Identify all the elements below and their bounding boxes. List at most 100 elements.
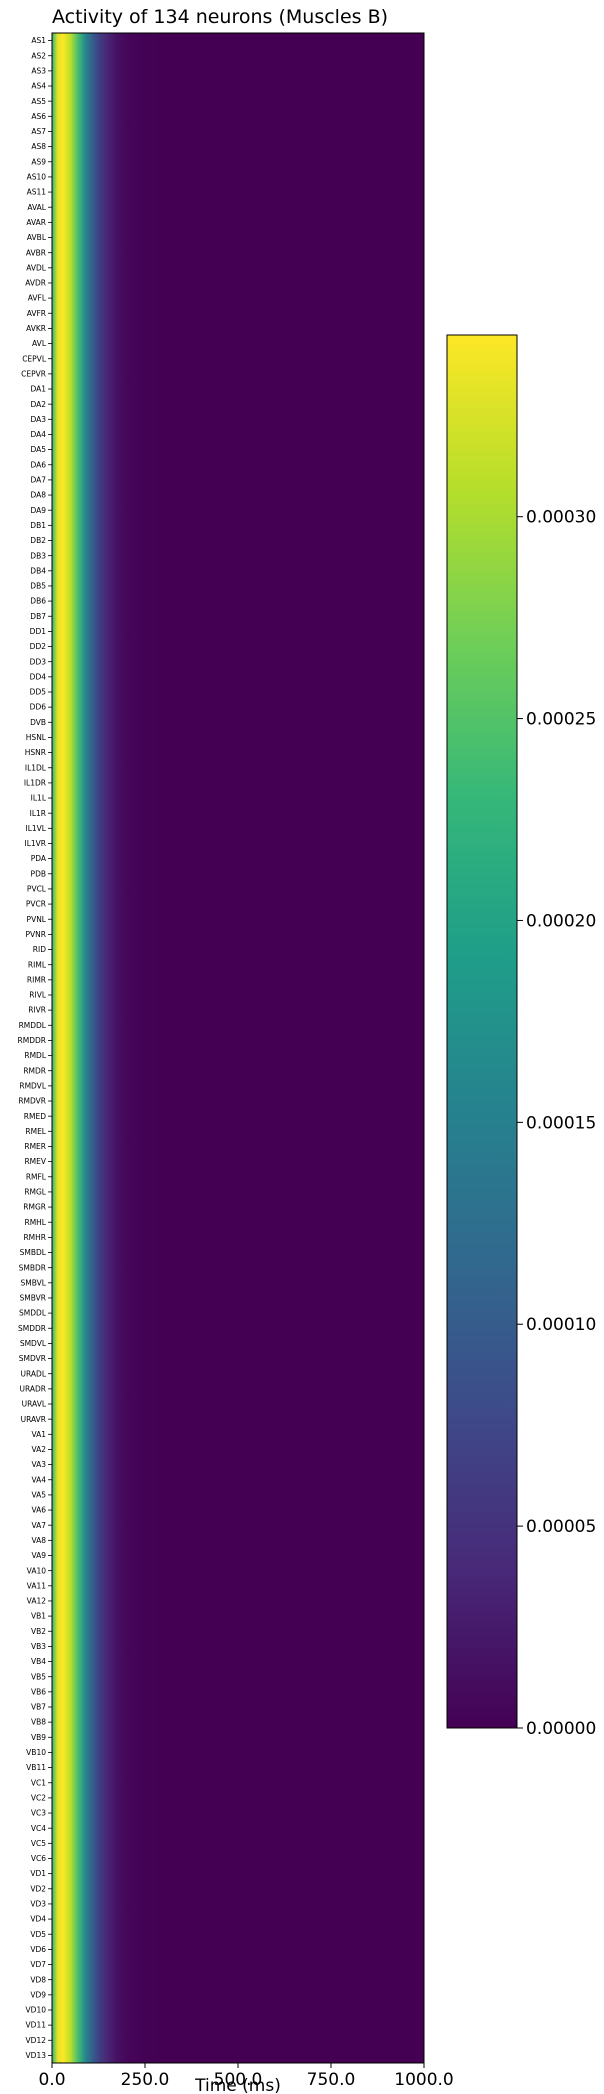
colorbar-ticks: 0.00000 0.00005 0.00010 0.00015 0.00020 0.000…: [517, 508, 596, 1739]
neuron-label: DB1: [30, 521, 46, 530]
heatmap-row: [52, 1412, 424, 1427]
heatmap-row: [52, 1775, 424, 1790]
neuron-label: VB3: [31, 1642, 46, 1651]
neuron-label: VB10: [26, 1748, 46, 1757]
neuron-label: RIML: [28, 960, 47, 969]
heatmap-row: [52, 139, 424, 154]
heatmap-row: [52, 321, 424, 336]
neuron-label: RMDDL: [19, 1021, 47, 1030]
colorbar-gradient: [446, 334, 518, 1729]
colorbar-tick-label: 0.00010: [526, 1315, 596, 1335]
neuron-label: IL1DL: [25, 763, 47, 772]
heatmap-row: [52, 730, 424, 745]
neuron-label: VD1: [30, 1869, 46, 1878]
neuron-label: VA1: [31, 1430, 46, 1439]
heatmap-row: [52, 366, 424, 381]
neuron-label: RIVL: [29, 991, 47, 1000]
heatmap-row: [52, 1351, 424, 1366]
heatmap-row: [52, 2048, 424, 2063]
heatmap-row: [52, 1866, 424, 1881]
heatmap-row: [52, 1366, 424, 1381]
neuron-label: VD3: [30, 1900, 46, 1909]
heatmap-row: [52, 745, 424, 760]
heatmap-row: [52, 669, 424, 684]
neuron-label: VD11: [26, 2021, 47, 2030]
x-tick-label: 250.0: [121, 2070, 170, 2090]
neuron-label: DB2: [30, 536, 46, 545]
neuron-label: VD2: [30, 1884, 46, 1893]
x-axis-label: Time (ms): [194, 2076, 281, 2094]
heatmap-row: [52, 1442, 424, 1457]
neuron-label: VA8: [31, 1536, 46, 1545]
neuron-label: IL1L: [31, 794, 47, 803]
heatmap-row: [52, 1124, 424, 1139]
heatmap-row: [52, 1306, 424, 1321]
heatmap-row: [52, 851, 424, 866]
heatmap-row: [52, 1987, 424, 2002]
neuron-label: VA6: [31, 1506, 46, 1515]
heatmap-row: [52, 124, 424, 139]
colorbar-tick-label: 0.00025: [526, 710, 596, 730]
heatmap-row: [52, 1836, 424, 1851]
neuron-label: DD5: [30, 688, 47, 697]
neuron-label: AS8: [31, 142, 46, 151]
heatmap-row: [52, 1790, 424, 1805]
heatmap-row: [52, 866, 424, 881]
heatmap-row: [52, 654, 424, 669]
colorbar-tick-label: 0.00015: [526, 1113, 596, 1133]
neuron-label: IL1DR: [24, 778, 46, 787]
heatmap-row: [52, 1502, 424, 1517]
heatmap-row: [52, 1139, 424, 1154]
neuron-label: VC4: [31, 1824, 46, 1833]
neuron-label: AVDL: [26, 263, 47, 272]
heatmap-row: [52, 1093, 424, 1108]
neuron-label: SMDDR: [18, 1324, 46, 1333]
neuron-label: AVKR: [26, 324, 46, 333]
neuron-label: AS7: [31, 127, 46, 136]
neuron-label: VB2: [31, 1627, 46, 1636]
heatmap-row: [52, 1003, 424, 1018]
heatmap-row: [52, 1593, 424, 1608]
heatmap-row: [52, 1548, 424, 1563]
neuron-label: VB4: [31, 1657, 46, 1666]
heatmap-row: [52, 94, 424, 109]
heatmap-row: [52, 457, 424, 472]
neuron-label: SMBDR: [19, 1263, 46, 1272]
heatmap-row: [52, 1109, 424, 1124]
heatmap-row: [52, 397, 424, 412]
heatmap-row: [52, 2002, 424, 2017]
neuron-label: DB7: [30, 612, 46, 621]
heatmap-row: [52, 957, 424, 972]
neuron-label: HSNL: [26, 733, 47, 742]
neuron-label: AVAR: [26, 218, 46, 227]
heatmap-row: [52, 2018, 424, 2033]
heatmap-row: [52, 412, 424, 427]
neuron-label: PDA: [31, 854, 47, 863]
neuron-label: PVNR: [26, 930, 46, 939]
heatmap-row: [52, 775, 424, 790]
neuron-label: VC6: [31, 1854, 46, 1863]
neuron-label: VC5: [31, 1839, 46, 1848]
neuron-label: VD9: [30, 1990, 46, 1999]
neuron-label: VD4: [30, 1915, 46, 1924]
neuron-label: VD13: [26, 2051, 47, 2060]
heatmap-row: [52, 1881, 424, 1896]
neuron-label: RIMR: [27, 975, 46, 984]
heatmap-row: [52, 1275, 424, 1290]
heatmap-row: [52, 291, 424, 306]
neuron-label: URADL: [21, 1369, 47, 1378]
heatmap-row: [52, 624, 424, 639]
heatmap-row: [52, 1154, 424, 1169]
neuron-label: VB8: [31, 1718, 46, 1727]
neuron-label: RMFL: [26, 1172, 47, 1181]
heatmap-row: [52, 1533, 424, 1548]
neuron-label: DD6: [30, 703, 47, 712]
colorbar-tick-label: 0.00005: [526, 1517, 596, 1537]
heatmap-image: [52, 33, 424, 2063]
neuron-label: RID: [33, 945, 46, 954]
neuron-label: CEPVL: [22, 354, 47, 363]
heatmap-row: [52, 245, 424, 260]
heatmap-row: [52, 563, 424, 578]
neuron-label: AS5: [31, 97, 46, 106]
neuron-label: PDB: [31, 869, 46, 878]
